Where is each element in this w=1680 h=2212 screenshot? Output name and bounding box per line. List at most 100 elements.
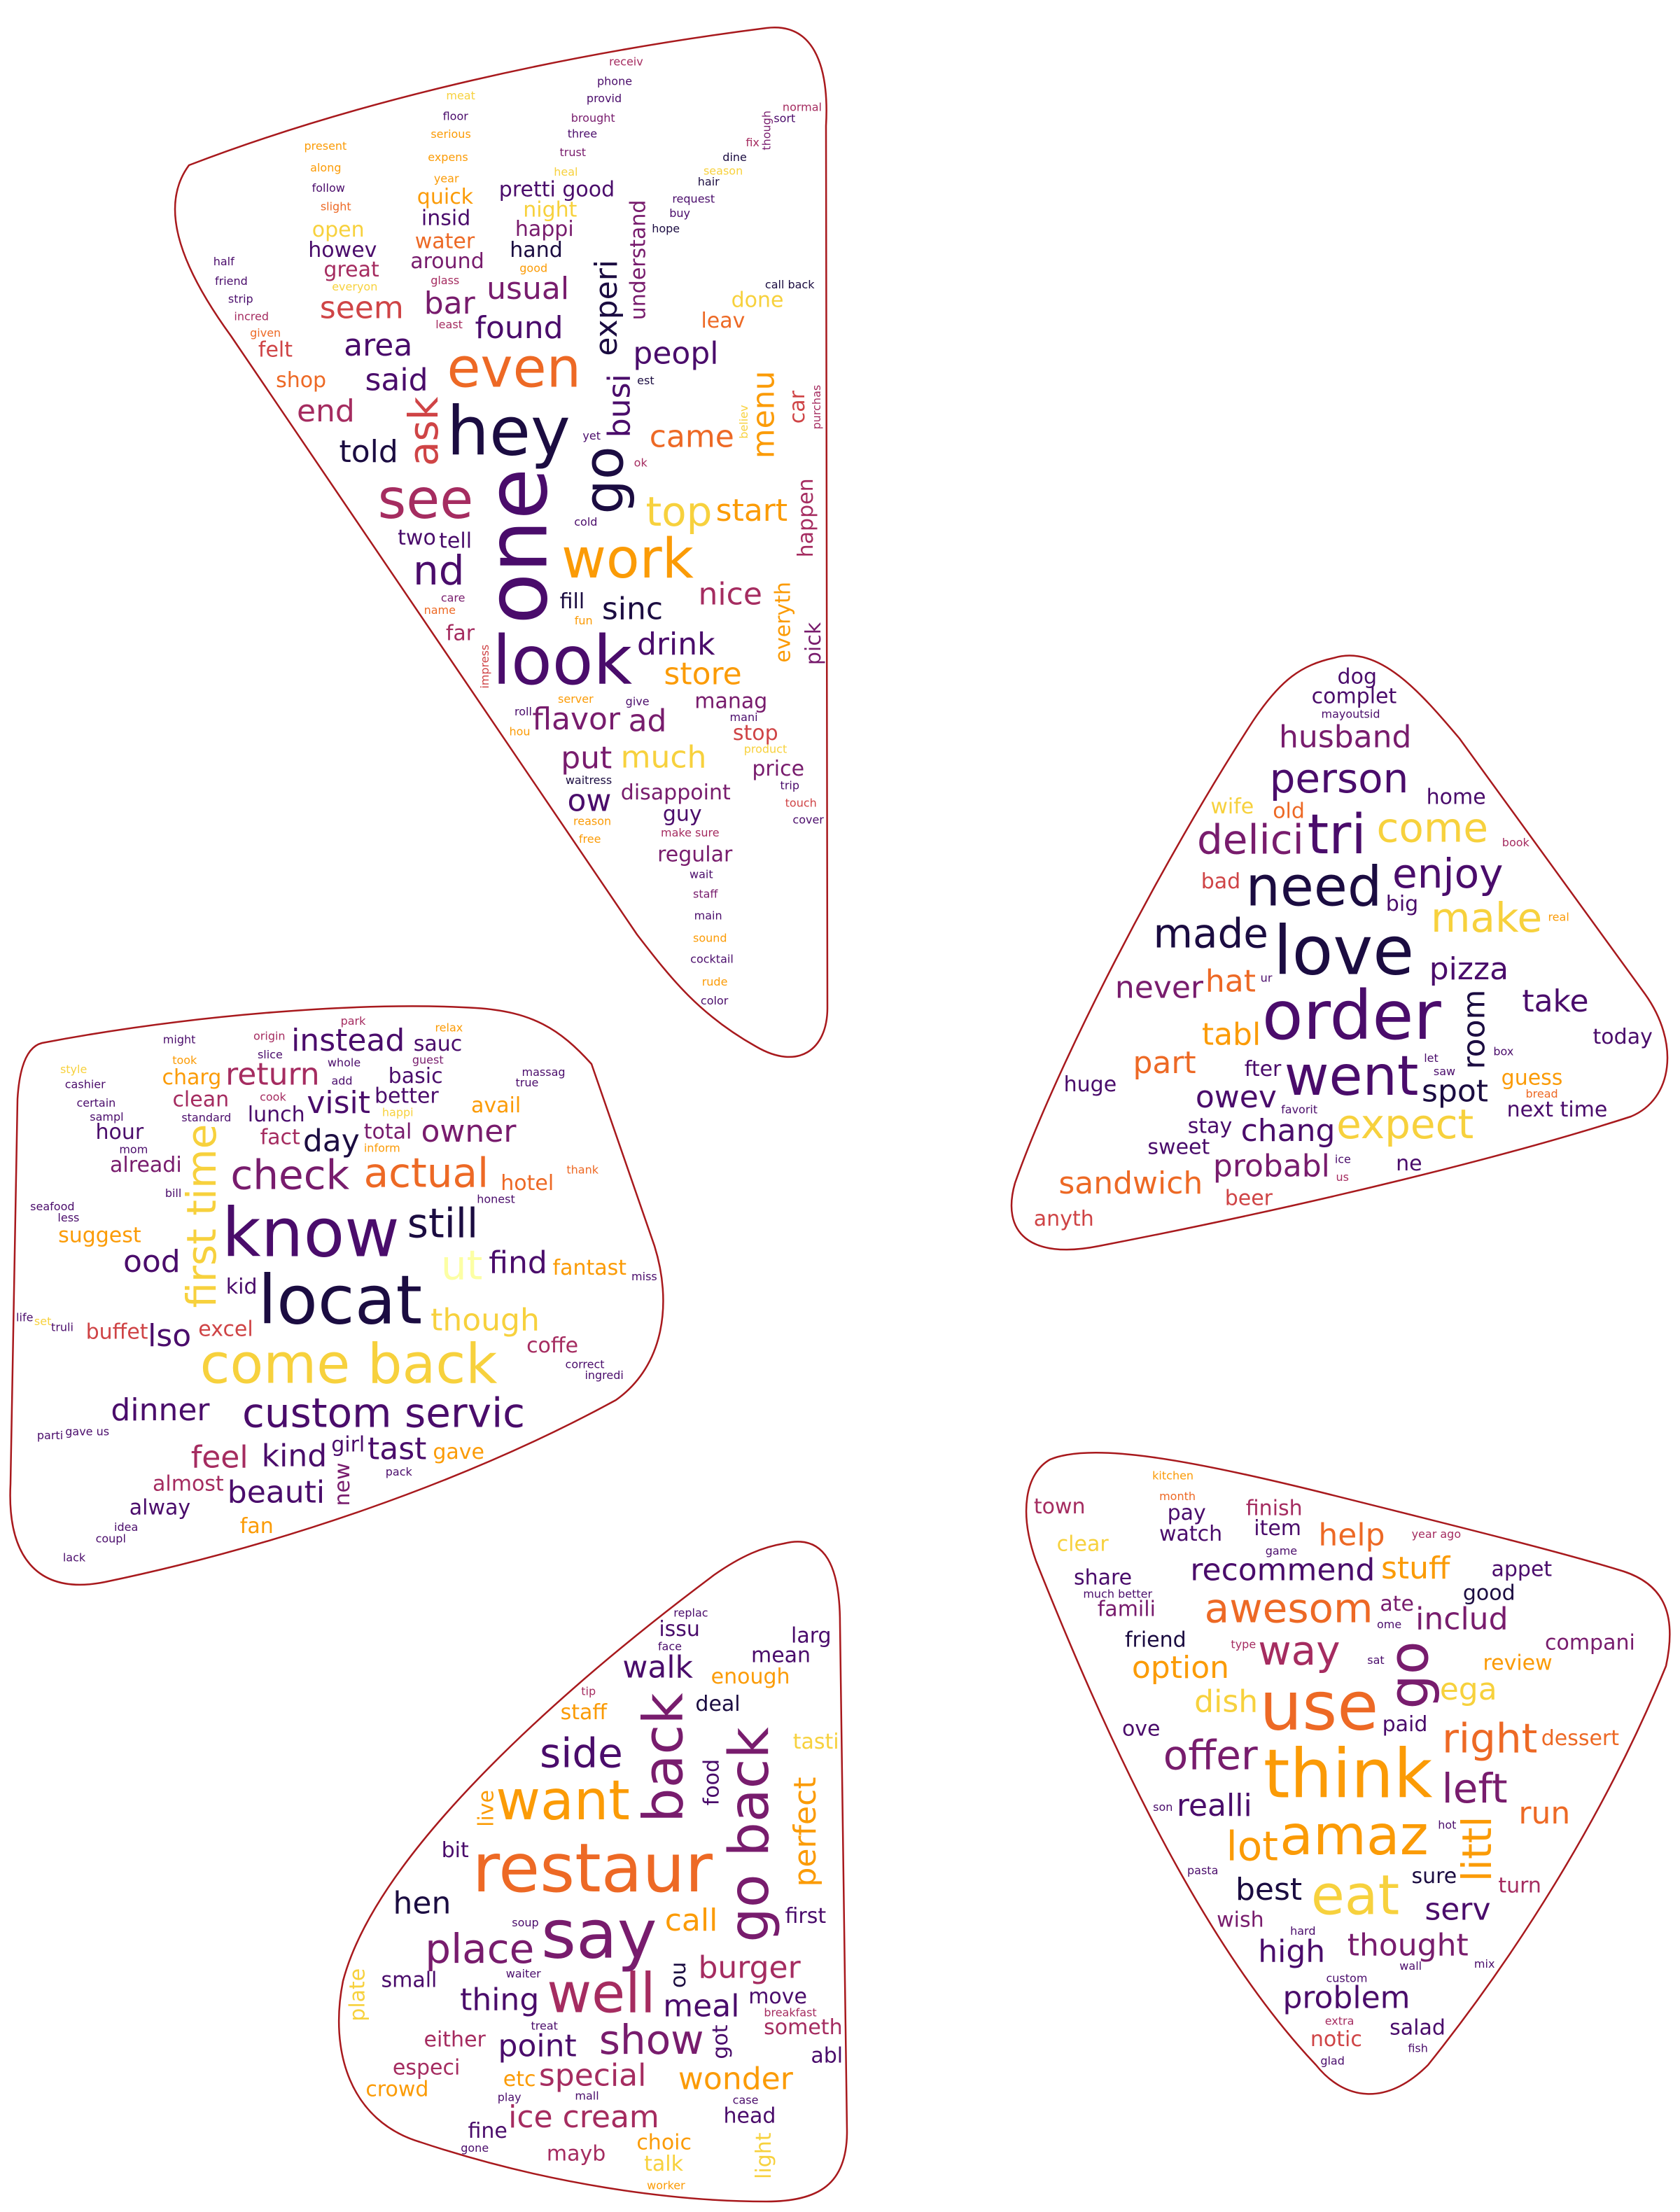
cloud-5-word: pay bbox=[1168, 1501, 1206, 1525]
cloud-3-word: massag bbox=[522, 1065, 566, 1079]
cloud-3-word: return bbox=[225, 1056, 320, 1092]
cloud-3-word: new bbox=[330, 1462, 355, 1506]
cloud-2-word: saw bbox=[1434, 1065, 1455, 1078]
cloud-4-word: special bbox=[539, 2058, 647, 2094]
cloud-4-word: hen bbox=[393, 1886, 451, 1921]
cloud-1-word: fix bbox=[746, 136, 760, 149]
cloud-4-word: tip bbox=[581, 1684, 596, 1698]
cloud-1-word: cold bbox=[574, 515, 597, 528]
cloud-2-word: probabl bbox=[1213, 1149, 1330, 1184]
cloud-2-word: room bbox=[1457, 990, 1492, 1070]
cloud-4-word: crowd bbox=[365, 2078, 428, 2102]
cloud-3-word: cook bbox=[260, 1091, 286, 1104]
cloud-2-word: made bbox=[1153, 909, 1268, 957]
cloud-1-word: disappoint bbox=[621, 780, 731, 805]
cloud-1-word: color bbox=[701, 994, 729, 1007]
cloud-2-word: dog bbox=[1338, 665, 1377, 690]
cloud-2-word: enjoy bbox=[1392, 850, 1503, 897]
cloud-5-word: pasta bbox=[1187, 1863, 1218, 1877]
cloud-shape-left bbox=[9, 1005, 664, 1586]
cloud-1-word: call back bbox=[765, 278, 815, 291]
cloud-1-word: main bbox=[694, 909, 722, 922]
cloud-1-word: yet bbox=[582, 429, 601, 442]
cloud-1-word: roll bbox=[514, 705, 532, 718]
cloud-1-word: product bbox=[744, 743, 788, 756]
cloud-3-word: day bbox=[303, 1123, 360, 1158]
cloud-5-word: option bbox=[1132, 1650, 1229, 1686]
cloud-1-word: serious bbox=[430, 127, 470, 141]
cloud-1-word: free bbox=[579, 832, 601, 846]
cloud-2-word: take bbox=[1522, 983, 1588, 1019]
cloud-1-word: believ bbox=[737, 405, 750, 439]
cloud-4-word: issu bbox=[659, 1617, 700, 1642]
cloud-1-word: touch bbox=[785, 797, 817, 810]
cloud-4-word: meal bbox=[663, 1988, 739, 2024]
cloud-1-word: good bbox=[519, 261, 547, 274]
cloud-1-word: est bbox=[637, 374, 654, 387]
cloud-4-word: mall bbox=[575, 2089, 598, 2102]
cloud-5-word: friend bbox=[1125, 1628, 1186, 1652]
cloud-4-word: gone bbox=[461, 2141, 489, 2155]
cloud-2-word: never bbox=[1115, 969, 1204, 1005]
cloud-5-word: serv bbox=[1424, 1891, 1490, 1927]
cloud-3-word: custom servic bbox=[242, 1390, 525, 1437]
cloud-3-word: owner bbox=[421, 1114, 517, 1149]
cloud-3-word: alreadi bbox=[110, 1153, 182, 1177]
cloud-1-word: far bbox=[446, 621, 475, 645]
cloud-2-word: order bbox=[1262, 976, 1442, 1055]
cloud-4-word: walk bbox=[622, 1650, 693, 1686]
cloud-5-word: amaz bbox=[1280, 1805, 1429, 1868]
cloud-1-word: manag bbox=[694, 689, 767, 713]
cloud-1-word: pretti good bbox=[499, 177, 615, 202]
cloud-1-word: though bbox=[760, 111, 773, 150]
cloud-4-word: well bbox=[547, 1963, 655, 2026]
cloud-1-word: experi bbox=[589, 260, 624, 356]
cloud-4-word: mean bbox=[751, 1644, 811, 1668]
cloud-3-word: avail bbox=[471, 1093, 521, 1118]
cloud-3-word: still bbox=[407, 1200, 478, 1247]
cloud-3-word: ood bbox=[123, 1244, 181, 1280]
cloud-4-word: deal bbox=[695, 1692, 740, 1716]
cloud-4-word: side bbox=[540, 1729, 623, 1777]
cloud-1-word: floor bbox=[443, 109, 469, 122]
cloud-1-word: area bbox=[344, 328, 412, 363]
cloud-2-word: ur bbox=[1261, 971, 1273, 984]
cloud-3-word: girl bbox=[331, 1432, 365, 1457]
cloud-3-word: bill bbox=[165, 1186, 182, 1200]
cloud-5-word: way bbox=[1258, 1627, 1340, 1674]
cloud-1-word: one bbox=[469, 468, 566, 624]
cloud-3-word: idea bbox=[114, 1520, 138, 1534]
cloud-3-word: standard bbox=[181, 1111, 231, 1124]
cloud-5-word: ove bbox=[1122, 1716, 1161, 1741]
cloud-1-word: go bbox=[573, 446, 636, 514]
cloud-2-word: anyth bbox=[1034, 1207, 1094, 1231]
cloud-1-word: end bbox=[297, 393, 355, 429]
cloud-shape-bottom bbox=[338, 1541, 848, 2203]
cloud-3-word: whole bbox=[328, 1056, 360, 1069]
cloud-3-word: feel bbox=[191, 1440, 248, 1476]
cloud-1-word: receiv bbox=[609, 55, 643, 68]
cloud-5-word: offer bbox=[1163, 1731, 1258, 1779]
cloud-3-word: hotel bbox=[500, 1171, 554, 1196]
cloud-1-word: expens bbox=[428, 150, 468, 164]
cloud-5-word: town bbox=[1034, 1494, 1086, 1519]
cloud-2-word: hat bbox=[1205, 963, 1256, 999]
cloud-2-word: sweet bbox=[1147, 1135, 1210, 1159]
cloud-3-word: alway bbox=[130, 1495, 190, 1520]
cloud-5-word: ega bbox=[1440, 1672, 1497, 1707]
cloud-5-word: notic bbox=[1310, 2027, 1362, 2052]
cloud-2-word: beer bbox=[1225, 1186, 1273, 1210]
cloud-4-word: choic bbox=[636, 2130, 692, 2155]
cloud-3-word: suggest bbox=[58, 1224, 141, 1248]
cloud-5-word: watch bbox=[1159, 1522, 1222, 1546]
cloud-3-word: true bbox=[516, 1076, 539, 1089]
cloud-1-word: server bbox=[558, 692, 594, 706]
cloud-3-word: sauc bbox=[414, 1032, 463, 1056]
cloud-1-word: impress bbox=[478, 645, 491, 689]
cloud-1-word: given bbox=[250, 326, 281, 340]
cloud-3-word: lunch bbox=[248, 1102, 305, 1127]
cloud-2-word: delici bbox=[1197, 816, 1304, 864]
cloud-3-word: first time bbox=[178, 1124, 225, 1308]
cloud-2-word: complet bbox=[1312, 685, 1397, 709]
cloud-4-word: fine bbox=[468, 2119, 507, 2143]
